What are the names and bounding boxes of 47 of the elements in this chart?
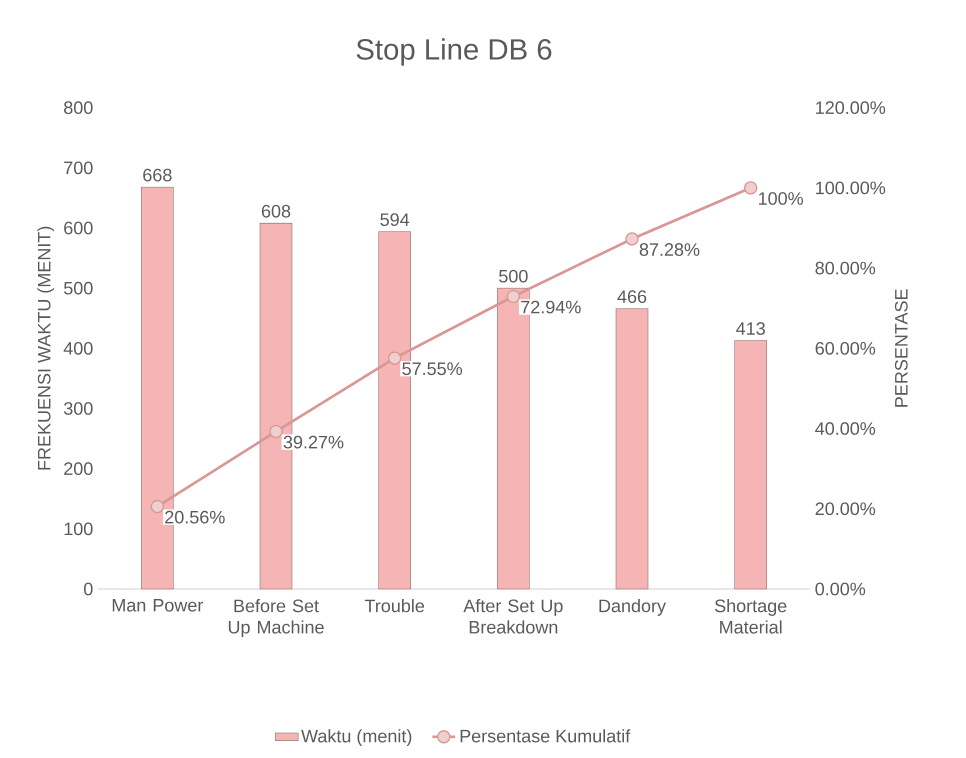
data-label: 57.55% xyxy=(402,362,462,376)
point xyxy=(625,232,639,246)
x-tick-label: Man Power xyxy=(112,599,204,612)
data-label: 668 xyxy=(143,168,172,182)
y-tick-label: 0 xyxy=(84,582,93,596)
point xyxy=(744,181,758,195)
point xyxy=(388,351,402,365)
point xyxy=(150,500,164,514)
data-label: 72.94% xyxy=(521,300,581,314)
data-label: 413 xyxy=(736,322,765,335)
x-tick-label: Trouble xyxy=(364,599,424,612)
chart-title: Stop Line DB 6 xyxy=(356,38,552,66)
y2-tick-label: 0.00% xyxy=(815,582,866,596)
bar xyxy=(734,340,767,590)
y2-tick-label: 60.00% xyxy=(816,342,876,355)
y-tick-label: 500 xyxy=(64,282,93,295)
y2-tick-label: 20.00% xyxy=(816,502,876,516)
legend-label: Persentase Kumulatif xyxy=(460,729,630,742)
data-label: 466 xyxy=(617,290,646,304)
y-tick-label: 200 xyxy=(64,462,93,476)
data-label: 39.27% xyxy=(284,436,344,448)
y2-axis-title: PERSENTASE xyxy=(894,289,908,407)
y2-tick-label: 100.00% xyxy=(816,182,886,194)
legend-label: Waktu (menit) xyxy=(301,729,412,746)
y-axis-title: FREKUENSI WAKTU (MENIT) xyxy=(37,226,54,470)
y-tick-label: 700 xyxy=(64,161,93,174)
point xyxy=(269,424,283,438)
data-label: 20.56% xyxy=(165,510,225,524)
y-tick-label: 400 xyxy=(64,342,93,355)
x-tick-label: Before Set Up Machine xyxy=(228,599,324,638)
data-label: 87.28% xyxy=(640,243,700,256)
y-tick-label: 600 xyxy=(64,222,93,234)
data-label: 594 xyxy=(380,213,410,226)
y-tick-label: 300 xyxy=(64,402,93,415)
x-tick-label: Shortage Material xyxy=(714,599,786,634)
y2-tick-label: 80.00% xyxy=(815,262,876,274)
point xyxy=(506,290,520,304)
y2-tick-label: 120.00% xyxy=(816,101,886,114)
data-label: 100% xyxy=(758,192,804,205)
x-tick-label: After Set Up Breakdown xyxy=(463,599,563,634)
y2-tick-label: 40.00% xyxy=(815,422,876,435)
data-label: 608 xyxy=(262,204,290,218)
x-tick-label: Dandory xyxy=(599,599,666,616)
y-tick-label: 100 xyxy=(64,522,93,536)
y-tick-label: 800 xyxy=(64,101,93,114)
data-label: 500 xyxy=(499,270,528,283)
bar xyxy=(616,308,648,590)
